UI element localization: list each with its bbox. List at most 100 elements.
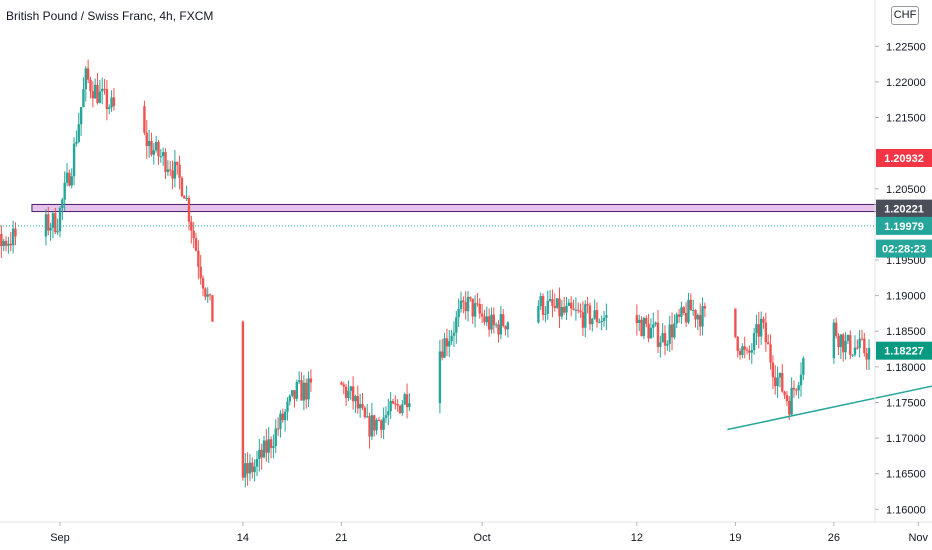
price-label-tag[interactable]: 1.19979 [876,216,932,235]
candle-body [598,322,601,324]
candle-body [293,390,296,399]
annotations[interactable] [31,158,932,351]
candle-body [387,411,390,416]
candle-body [795,389,798,391]
candle-body [588,305,592,325]
candle-body [738,350,742,355]
candle-body [405,394,409,408]
candle-body [443,338,446,358]
candle-body [211,295,214,322]
candle-body [206,294,209,297]
price-axis[interactable]: 1.22500 1.22000 1.21500 1.20500 1.19500 1.190… [874,0,932,522]
price-tick-label: 1.21500 [886,113,926,125]
candle-body [394,403,397,405]
price-label-tag[interactable]: 1.20932 [876,148,932,167]
candle-body [349,386,352,391]
candle-body [380,420,383,430]
candle-body [469,296,472,299]
candle-body [244,463,247,478]
time-tick-label: 21 [335,532,347,544]
candle-body [846,335,850,341]
candle-body [86,68,90,80]
currency-button[interactable]: CHF [891,6,919,25]
candle-body [605,315,608,318]
candle-body [161,152,165,157]
candle-body [865,353,868,360]
candle-body [586,304,589,306]
candle-body [281,413,284,421]
candle-body [647,323,650,339]
candle-body [593,310,596,319]
candle-body [98,91,102,103]
candle-body [757,324,761,337]
candles [0,59,871,488]
candle-body [698,315,702,327]
candle-body [441,351,444,358]
candle-body [112,97,116,107]
candle-body [295,381,299,399]
candle-body [199,266,202,279]
candle-body [370,415,374,437]
price-tick-label: 1.17500 [886,397,926,409]
time-tick-label: Oct [474,532,491,544]
price-label-background [876,239,932,258]
price-label-tag[interactable]: 02:28:23 [876,239,932,258]
candle-body [72,143,76,177]
candle-body [241,321,245,478]
overlays[interactable] [0,225,932,431]
candle-body [748,350,751,353]
candle-body [269,439,273,449]
candle-body [853,347,857,355]
candle-body [290,390,294,396]
time-axis[interactable]: Sep1421Oct121926Nov916 [0,521,932,544]
candle-body [464,302,467,312]
resistance-zone[interactable] [31,203,932,213]
candle-body [476,303,479,305]
candle-body [197,250,200,267]
price-label-text: 1.20932 [884,153,924,165]
candle-body [839,334,843,348]
candle-body [666,343,669,346]
candle-body [274,428,277,447]
candle-body [701,306,704,327]
candle-body [75,141,78,144]
price-tick-label: 1.19500 [886,255,926,267]
candle-body [354,396,357,402]
candle-body [375,419,378,431]
candle-body [799,374,803,386]
candle-body [502,314,505,326]
candle-body [849,335,852,356]
price-label-background [876,216,932,235]
price-label-background [876,148,932,167]
candle-body [766,342,770,345]
candle-body [9,243,12,246]
candle-body [178,164,181,178]
price-tick-label: 1.18000 [886,362,926,374]
price-tick-label: 1.16000 [886,504,926,516]
candle-body [297,380,301,382]
candle-body [84,68,87,90]
candle-body [696,315,700,320]
time-tick-label: 14 [237,532,249,544]
price-label-tag[interactable]: 1.20221 [876,199,932,218]
price-label-text: 1.18227 [884,346,924,358]
candle-body [856,347,859,349]
candle-body [0,233,3,247]
candle-body [797,385,800,391]
candle-body [363,407,367,418]
price-label-background [876,199,932,218]
candle-body [487,316,491,330]
candle-body [675,314,678,324]
candle-body [483,316,486,323]
candle-body [656,322,660,347]
candle-body [286,401,289,412]
candle-body [642,317,646,337]
candle-body [89,79,92,92]
candle-body [143,106,146,133]
price-label-text: 02:28:23 [882,244,926,256]
candle-body [492,314,496,326]
support-trendline[interactable] [727,341,932,431]
candle-body [65,172,69,183]
price-label-tag[interactable]: 1.18227 [876,341,932,360]
